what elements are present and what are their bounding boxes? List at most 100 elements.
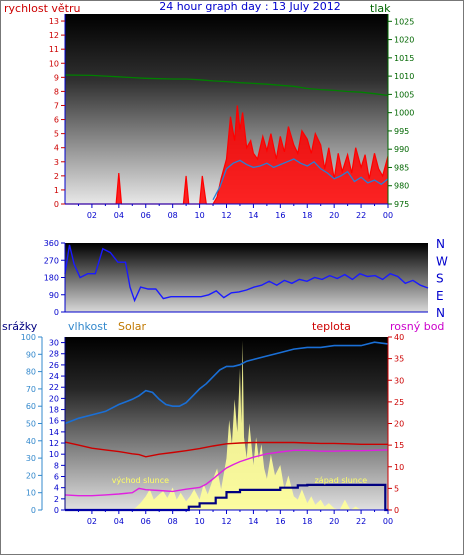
x-tick-label: 10 xyxy=(194,517,204,526)
humidity-y-tick-label: 60 xyxy=(26,402,36,411)
x-tick-label: 12 xyxy=(221,517,231,526)
x-tick-label: 20 xyxy=(329,211,339,220)
rain-y-tick-label: 2 xyxy=(54,495,59,504)
wind-speed-y-tick-label: 5 xyxy=(54,130,59,139)
x-tick-label: 10 xyxy=(194,211,204,220)
x-tick-label: 20 xyxy=(329,517,339,526)
x-tick-label: 14 xyxy=(248,211,258,220)
pressure-y-tick-label: 1005 xyxy=(394,90,414,99)
wind-gust-line xyxy=(212,158,389,201)
pressure-y-tick-label: 1025 xyxy=(394,17,414,26)
pressure-line xyxy=(64,74,389,97)
compass-label: N xyxy=(436,237,445,251)
rain-y-tick-label: 28 xyxy=(49,350,59,359)
pressure-y-tick-label: 975 xyxy=(394,200,409,209)
rain-y-tick-label: 0 xyxy=(54,506,59,515)
rain-y-tick-label: 8 xyxy=(54,461,59,470)
humidity-y-tick-label: 100 xyxy=(21,333,36,342)
direction-y-tick-label: 270 xyxy=(44,256,59,265)
wind-pressure-panel: 0123456789101112139759809859909951000100… xyxy=(49,14,414,220)
x-tick-label: 16 xyxy=(275,517,285,526)
temperature-y-tick-label: 35 xyxy=(394,355,404,364)
rain-y-tick-label: 20 xyxy=(49,394,59,403)
chart-title: 24 hour graph day : 13 July 2012 xyxy=(159,0,341,13)
compass-label: N xyxy=(436,306,445,320)
x-tick-label: 04 xyxy=(114,211,124,220)
wind-speed-y-tick-label: 0 xyxy=(54,200,59,209)
dew-point-axis-label: rosný bod xyxy=(390,320,444,333)
pressure-y-tick-label: 995 xyxy=(394,127,409,136)
wind-speed-y-tick-label: 2 xyxy=(54,172,59,181)
direction-y-tick-label: 360 xyxy=(44,239,59,248)
wind-speed-y-tick-label: 4 xyxy=(54,144,59,153)
x-tick-label: 00 xyxy=(383,517,393,526)
wind-speed-axis-label: rychlost větru xyxy=(4,2,80,15)
rain-y-tick-label: 30 xyxy=(49,339,59,348)
humidity-y-tick-label: 50 xyxy=(26,420,36,429)
solar-axis-label: Solar xyxy=(118,320,147,333)
temperature-y-tick-label: 40 xyxy=(394,333,404,342)
pressure-y-tick-label: 1000 xyxy=(394,109,414,118)
rain-y-tick-label: 22 xyxy=(49,383,59,392)
direction-y-tick-label: 90 xyxy=(49,291,59,300)
wind-speed-y-tick-label: 1 xyxy=(54,186,59,195)
wind-speed-y-tick-label: 10 xyxy=(49,59,59,68)
rain-y-tick-label: 6 xyxy=(54,473,59,482)
wind-direction-line xyxy=(64,244,429,303)
dew-point-line xyxy=(64,449,389,497)
pressure-y-tick-label: 1020 xyxy=(394,36,414,45)
x-tick-label: 18 xyxy=(302,211,312,220)
humidity-axis-label: vlhkost xyxy=(68,320,108,333)
x-tick-label: 08 xyxy=(168,517,178,526)
x-tick-label: 14 xyxy=(248,517,258,526)
x-tick-label: 08 xyxy=(168,211,178,220)
compass-label: E xyxy=(436,289,444,303)
temperature-y-tick-label: 15 xyxy=(394,441,404,450)
temperature-y-tick-label: 10 xyxy=(394,463,404,472)
humidity-line xyxy=(64,341,389,425)
rain-y-tick-label: 12 xyxy=(49,439,59,448)
wind-speed-y-tick-label: 8 xyxy=(54,87,59,96)
direction-plot-area xyxy=(65,243,428,312)
temperature-y-tick-label: 0 xyxy=(394,506,399,515)
wind-speed-y-tick-label: 7 xyxy=(54,101,59,110)
rain-y-tick-label: 14 xyxy=(49,428,59,437)
humidity-y-tick-label: 40 xyxy=(26,437,36,446)
rain-y-tick-label: 26 xyxy=(49,361,59,370)
temperature-y-tick-label: 25 xyxy=(394,398,404,407)
temperature-axis-label: teplota xyxy=(312,320,351,333)
pressure-y-tick-label: 980 xyxy=(394,182,409,191)
sunset-annotation: západ slunce xyxy=(315,476,368,485)
pressure-y-tick-label: 985 xyxy=(394,163,409,172)
wind-speed-y-tick-label: 6 xyxy=(54,116,59,125)
wind-speed-area xyxy=(65,105,388,204)
rain-y-tick-label: 24 xyxy=(49,372,59,381)
x-tick-label: 18 xyxy=(302,517,312,526)
wind-speed-y-tick-label: 3 xyxy=(54,158,59,167)
compass-label: W xyxy=(436,254,448,268)
x-tick-label: 22 xyxy=(356,517,366,526)
x-tick-label: 06 xyxy=(141,211,151,220)
humidity-y-tick-label: 20 xyxy=(26,471,36,480)
x-tick-label: 02 xyxy=(87,517,97,526)
compass-label: S xyxy=(436,272,444,286)
x-tick-label: 04 xyxy=(114,517,124,526)
pressure-y-tick-label: 990 xyxy=(394,145,409,154)
rain-y-tick-label: 16 xyxy=(49,417,59,426)
x-tick-label: 06 xyxy=(141,517,151,526)
wind-speed-y-tick-label: 12 xyxy=(49,31,59,40)
humidity-y-tick-label: 70 xyxy=(26,385,36,394)
temperature-y-tick-label: 20 xyxy=(394,420,404,429)
temperature-line xyxy=(64,441,388,458)
rain-y-tick-label: 10 xyxy=(49,450,59,459)
solar-area xyxy=(65,340,388,510)
temperature-y-tick-label: 30 xyxy=(394,376,404,385)
wind-speed-y-tick-label: 9 xyxy=(54,73,59,82)
direction-y-tick-label: 180 xyxy=(44,274,59,283)
wind-speed-y-tick-label: 13 xyxy=(49,17,59,26)
sunrise-annotation: východ slunce xyxy=(112,476,169,485)
rain-y-tick-label: 18 xyxy=(49,406,59,415)
humidity-y-tick-label: 30 xyxy=(26,454,36,463)
